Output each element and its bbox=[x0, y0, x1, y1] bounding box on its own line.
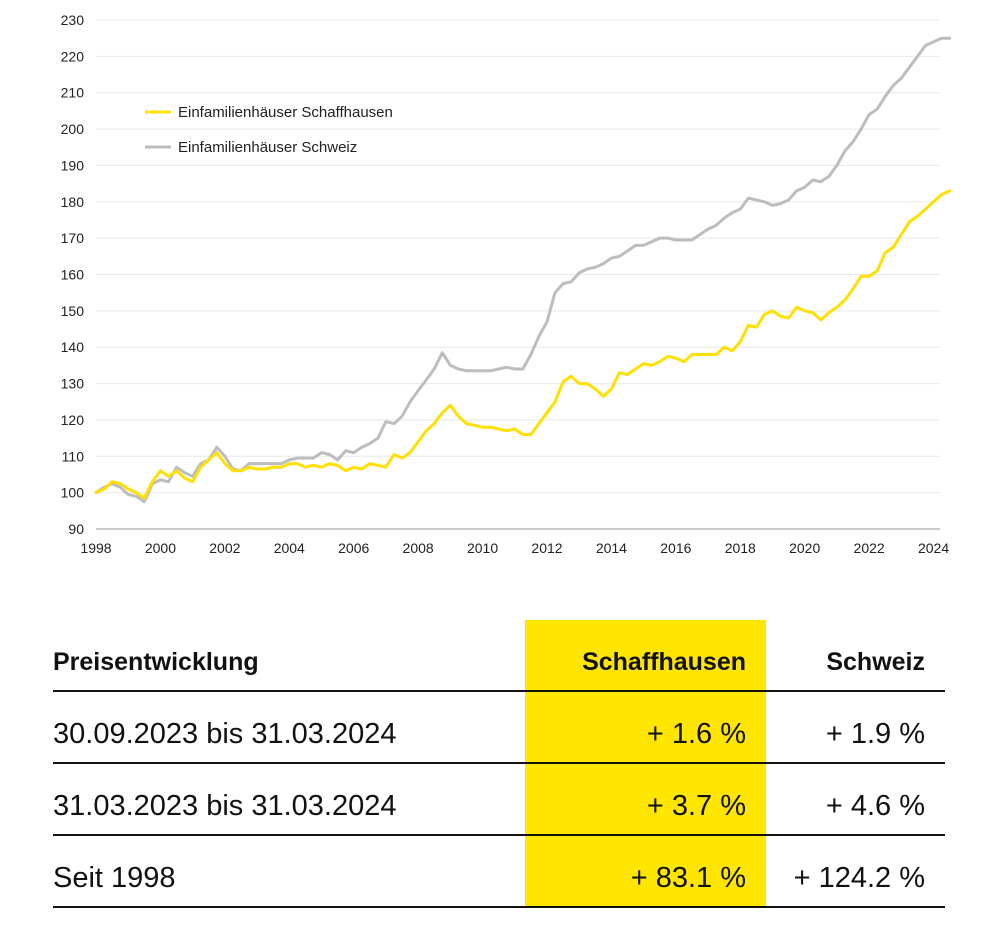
x-tick-label: 2024 bbox=[918, 540, 949, 556]
row-value-schaffhausen: + 83.1 % bbox=[630, 862, 746, 894]
table-rule bbox=[53, 834, 945, 836]
x-tick-label: 2016 bbox=[660, 540, 691, 556]
table-rule bbox=[53, 906, 945, 908]
row-value-schweiz: + 124.2 % bbox=[793, 862, 925, 894]
y-tick-label: 210 bbox=[61, 85, 85, 101]
row-value-schaffhausen: + 3.7 % bbox=[646, 790, 746, 822]
price-development-table: Preisentwicklung Schaffhausen Schweiz 30… bbox=[0, 620, 1000, 910]
table-row: 30.09.2023 bis 31.03.2024 + 1.6 % + 1.9 … bbox=[53, 698, 945, 770]
x-tick-label: 2018 bbox=[725, 540, 756, 556]
grid-lines bbox=[96, 19, 940, 494]
x-tick-label: 2014 bbox=[596, 540, 627, 556]
y-tick-label: 90 bbox=[68, 521, 84, 537]
row-label: 31.03.2023 bis 31.03.2024 bbox=[53, 790, 397, 822]
y-tick-label: 220 bbox=[61, 48, 85, 64]
x-axis-ticks: 1998 2000 2002 2004 2006 2008 2010 2012 2014 2016… bbox=[80, 540, 949, 556]
series-lines bbox=[94, 36, 952, 504]
line-chart: 90 100 110 120 130 140 150 160 170 180 190 200 210 22… bbox=[61, 12, 952, 556]
table-header-row: Preisentwicklung Schaffhausen Schweiz bbox=[53, 626, 945, 698]
y-tick-label: 140 bbox=[61, 339, 85, 355]
table-row: Seit 1998 + 83.1 % + 124.2 % bbox=[53, 842, 945, 914]
x-tick-label: 2006 bbox=[338, 540, 369, 556]
x-tick-label: 1998 bbox=[80, 540, 111, 556]
table-rule bbox=[53, 690, 945, 692]
y-tick-label: 110 bbox=[62, 448, 85, 464]
y-tick-label: 160 bbox=[61, 267, 85, 283]
row-value-schweiz: + 4.6 % bbox=[825, 790, 925, 822]
x-tick-label: 2020 bbox=[789, 540, 820, 556]
table-rule bbox=[53, 762, 945, 764]
y-tick-label: 100 bbox=[61, 485, 85, 501]
x-tick-label: 2002 bbox=[209, 540, 240, 556]
x-tick-label: 2010 bbox=[467, 540, 498, 556]
y-axis-ticks: 90 100 110 120 130 140 150 160 170 180 190 200 210 22… bbox=[61, 12, 85, 537]
header-label: Preisentwicklung bbox=[53, 648, 259, 676]
y-tick-label: 230 bbox=[61, 12, 85, 28]
y-tick-label: 120 bbox=[61, 412, 85, 428]
table-row: 31.03.2023 bis 31.03.2024 + 3.7 % + 4.6 … bbox=[53, 770, 945, 842]
legend-label-schweiz: Einfamilienhäuser Schweiz bbox=[178, 139, 357, 156]
series-line-schaffhausen bbox=[94, 189, 952, 500]
schaffhausen-highlight-column bbox=[525, 620, 766, 908]
row-label: 30.09.2023 bis 31.03.2024 bbox=[53, 718, 397, 750]
y-tick-label: 180 bbox=[61, 194, 85, 210]
y-tick-label: 190 bbox=[61, 157, 85, 173]
y-tick-label: 170 bbox=[61, 230, 85, 246]
row-value-schweiz: + 1.9 % bbox=[825, 718, 925, 750]
legend: Einfamilienhäuser Schaffhausen Einfamili… bbox=[145, 104, 393, 156]
x-tick-label: 2022 bbox=[854, 540, 885, 556]
x-tick-label: 2012 bbox=[531, 540, 562, 556]
row-label: Seit 1998 bbox=[53, 862, 176, 894]
header-schweiz: Schweiz bbox=[826, 648, 925, 676]
legend-label-schaffhausen: Einfamilienhäuser Schaffhausen bbox=[178, 104, 393, 121]
y-tick-label: 200 bbox=[61, 121, 85, 137]
x-tick-label: 2004 bbox=[274, 540, 305, 556]
y-tick-label: 150 bbox=[61, 303, 85, 319]
y-tick-label: 130 bbox=[61, 376, 85, 392]
header-schaffhausen: Schaffhausen bbox=[582, 648, 746, 676]
x-tick-label: 2000 bbox=[145, 540, 176, 556]
row-value-schaffhausen: + 1.6 % bbox=[646, 718, 746, 750]
x-tick-label: 2008 bbox=[403, 540, 434, 556]
